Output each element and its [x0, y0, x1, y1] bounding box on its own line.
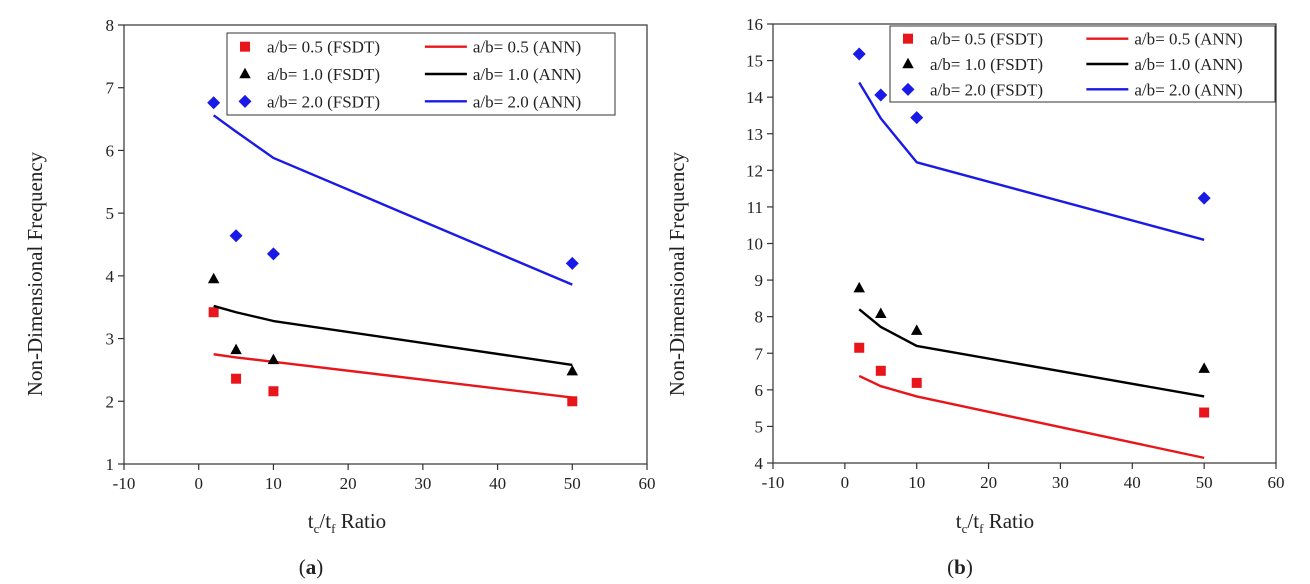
x-tick-label: 40 [1124, 473, 1141, 492]
legend-label: a/b= 1.0 (ANN) [1134, 55, 1242, 74]
chart-panel-b: -10 0 10 20 30 40 50 60 4 5 6 7 8 9 10 11 12 13 14 15 16 a/b=… [665, 15, 1285, 579]
data-point-diamond [565, 256, 579, 270]
legend-marker [903, 33, 913, 44]
chart-panel-a: -10 0 10 20 30 40 50 60 1 2 3 4 5 6 7 8 a/b= 0.5 (FSDT) a… [23, 16, 656, 579]
y-tick-label: 10 [746, 235, 763, 254]
y-tick-label: 16 [746, 15, 763, 34]
data-point-square [875, 365, 886, 376]
legend-marker [901, 82, 915, 96]
data-point-diamond [852, 47, 866, 61]
x-tick-label: 30 [1052, 473, 1069, 492]
plot-area: -10 0 10 20 30 40 50 60 4 5 6 7 8 9 10 11 12 13 14 15 16 a/b=… [746, 15, 1285, 492]
legend-box [226, 32, 616, 116]
data-point-triangle [566, 364, 579, 376]
x-axis-title: tc/tf Ratio [956, 509, 1034, 536]
data-point-diamond [910, 111, 924, 125]
y-tick-label: 4 [106, 267, 115, 286]
legend-label: a/b= 2.0 (ANN) [1134, 80, 1242, 99]
x-tick-label: 20 [980, 473, 997, 492]
y-tick-label: 2 [106, 392, 115, 411]
y-tick-label: 7 [106, 79, 115, 98]
data-point-triangle [230, 343, 242, 355]
data-point-diamond [874, 88, 888, 102]
y-axis-title: Non-Dimensional Frequency [665, 151, 689, 396]
data-point-square [854, 342, 865, 353]
legend-label: a/b= 1.0 (ANN) [473, 65, 581, 84]
y-tick-label: 9 [755, 271, 764, 290]
x-tick-label: 50 [1196, 473, 1213, 492]
legend-marker [238, 94, 252, 108]
x-tick-label: 60 [1268, 473, 1285, 492]
data-point-square [911, 377, 922, 388]
x-tick-label: 10 [265, 474, 282, 493]
series-line-3 [213, 304, 573, 367]
plot-frame [123, 24, 648, 465]
y-tick-label: 4 [755, 454, 764, 473]
data-point-triangle [910, 324, 923, 335]
y-tick-label: 7 [755, 344, 764, 363]
legend-label: a/b= 2.0 (FSDT) [267, 92, 380, 111]
x-tick-label: 60 [639, 474, 656, 493]
data-point-triangle [853, 281, 865, 293]
legend-label: a/b= 0.5 (FSDT) [267, 38, 380, 57]
x-tick-label: 40 [489, 474, 506, 493]
y-tick-label: 3 [106, 330, 115, 349]
x-tick-label: -10 [113, 474, 136, 493]
x-tick-label: 0 [194, 474, 203, 493]
y-tick-label: 14 [746, 88, 764, 107]
legend-label: a/b= 2.0 (FSDT) [930, 80, 1043, 99]
y-tick-label: 6 [106, 141, 115, 160]
y-tick-label: 8 [755, 308, 764, 327]
data-point-triangle [1198, 362, 1210, 373]
legend-marker [239, 67, 251, 79]
data-point-triangle [267, 353, 280, 365]
data-point-diamond [207, 96, 221, 110]
y-axis-title: Non-Dimensional Frequency [23, 151, 47, 396]
y-tick-label: 11 [747, 198, 763, 217]
y-tick-label: 1 [106, 455, 115, 474]
x-tick-label: 0 [841, 473, 850, 492]
legend-label: a/b= 1.0 (FSDT) [267, 65, 380, 84]
legend-label: a/b= 1.0 (FSDT) [930, 55, 1043, 74]
series-line-1 [858, 374, 1205, 460]
x-tick-label: 30 [414, 474, 431, 493]
series-line-3 [858, 308, 1205, 398]
data-point-square [268, 386, 279, 397]
x-tick-label: 10 [908, 473, 925, 492]
panel-label: (b) [947, 555, 973, 579]
x-tick-label: -10 [762, 473, 785, 492]
data-point-diamond [266, 247, 280, 261]
data-point-diamond [1197, 191, 1211, 205]
legend-label: a/b= 0.5 (ANN) [1134, 30, 1242, 49]
data-point-triangle [207, 272, 220, 284]
data-point-square [1199, 407, 1210, 418]
y-tick-label: 5 [755, 417, 764, 436]
x-tick-label: 50 [564, 474, 581, 493]
legend-marker [240, 41, 250, 52]
x-tick-label: 20 [340, 474, 357, 493]
series-line-1 [213, 353, 573, 399]
y-tick-label: 5 [106, 204, 115, 223]
legend-box [889, 25, 1276, 103]
data-point-square [231, 373, 242, 384]
y-tick-label: 13 [746, 125, 763, 144]
y-tick-label: 8 [106, 16, 115, 35]
y-tick-label: 15 [746, 52, 763, 71]
series-line-5 [212, 114, 573, 286]
data-point-diamond [229, 229, 243, 243]
panel-label: (a) [299, 555, 324, 579]
data-point-square [208, 307, 219, 318]
plot-area: -10 0 10 20 30 40 50 60 1 2 3 4 5 6 7 8 a/b= 0.5 (FSDT) a… [106, 16, 656, 493]
data-point-triangle [875, 307, 887, 318]
legend-label: a/b= 0.5 (FSDT) [930, 30, 1043, 49]
legend-label: a/b= 2.0 (ANN) [473, 92, 581, 111]
legend-marker [902, 57, 914, 69]
legend-label: a/b= 0.5 (ANN) [473, 38, 581, 57]
series-line-5 [858, 81, 1205, 242]
y-tick-label: 6 [755, 381, 764, 400]
x-axis-title: tc/tf Ratio [308, 509, 386, 536]
y-tick-label: 12 [746, 161, 763, 180]
data-point-square [567, 396, 578, 407]
